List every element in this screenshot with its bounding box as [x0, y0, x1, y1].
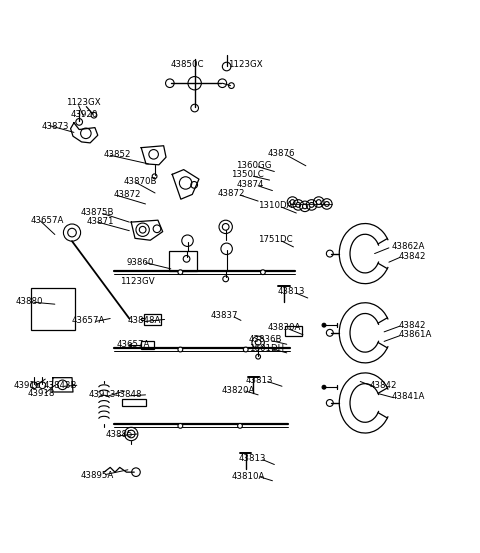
Circle shape	[178, 424, 183, 428]
Text: 1360GG: 1360GG	[236, 161, 272, 170]
Text: 43657A: 43657A	[72, 316, 106, 325]
Text: 1123GX: 1123GX	[66, 98, 100, 107]
Circle shape	[178, 270, 183, 275]
Text: 43836B: 43836B	[249, 335, 282, 344]
Circle shape	[127, 430, 135, 438]
Text: 43820A: 43820A	[222, 385, 255, 395]
Circle shape	[68, 228, 76, 237]
Text: 43862A: 43862A	[392, 242, 425, 252]
Text: 43916: 43916	[13, 381, 41, 390]
Text: 43880: 43880	[16, 297, 43, 306]
Text: 1350LC: 1350LC	[231, 170, 264, 179]
Circle shape	[290, 200, 295, 205]
Text: 43657A: 43657A	[117, 340, 150, 349]
Circle shape	[238, 424, 242, 428]
Circle shape	[261, 270, 265, 275]
Text: 1601DH: 1601DH	[249, 343, 284, 353]
Text: 1751DC: 1751DC	[258, 235, 293, 244]
Bar	[144, 314, 161, 325]
Text: 43850C: 43850C	[171, 60, 204, 69]
Text: 43830A: 43830A	[268, 323, 301, 332]
Text: 43872: 43872	[114, 190, 141, 199]
Text: 1123GX: 1123GX	[228, 60, 263, 69]
Circle shape	[243, 347, 248, 352]
Text: 93860: 93860	[126, 258, 154, 267]
Text: 43837: 43837	[210, 311, 238, 320]
Circle shape	[322, 385, 326, 389]
Text: 43873: 43873	[42, 122, 70, 131]
Text: 43861A: 43861A	[398, 330, 432, 339]
Text: 1123GV: 1123GV	[120, 276, 155, 286]
Text: 43841A: 43841A	[392, 392, 425, 401]
Text: 43872: 43872	[217, 190, 245, 199]
Bar	[285, 326, 302, 336]
Bar	[121, 399, 145, 406]
Bar	[169, 251, 197, 271]
Text: 43842: 43842	[370, 381, 397, 390]
Text: 43813: 43813	[277, 287, 305, 296]
Bar	[141, 341, 154, 349]
Text: 43852: 43852	[104, 150, 132, 159]
Text: 1310DA: 1310DA	[258, 201, 292, 210]
Text: 43876: 43876	[268, 149, 295, 158]
Text: 43843B: 43843B	[43, 381, 77, 390]
Text: 43885: 43885	[106, 430, 133, 440]
Text: 43913: 43913	[88, 390, 116, 399]
Text: 43871: 43871	[86, 217, 114, 226]
Text: 43918: 43918	[28, 389, 55, 398]
Text: 43895A: 43895A	[80, 472, 113, 481]
Text: 43813: 43813	[246, 376, 273, 385]
Circle shape	[296, 202, 300, 207]
Text: 43657A: 43657A	[31, 216, 64, 225]
Text: 43848A: 43848A	[128, 316, 161, 325]
Circle shape	[139, 226, 146, 233]
Circle shape	[316, 200, 321, 205]
Text: 43842: 43842	[398, 252, 426, 261]
Text: 43870B: 43870B	[123, 176, 156, 186]
Circle shape	[178, 347, 183, 352]
Text: 43813: 43813	[239, 455, 266, 463]
Text: 43842: 43842	[398, 321, 426, 330]
Bar	[31, 288, 75, 330]
Circle shape	[222, 223, 229, 230]
Text: 43920: 43920	[71, 109, 98, 119]
Circle shape	[309, 202, 314, 207]
Circle shape	[324, 202, 329, 206]
Text: 43848: 43848	[115, 390, 143, 399]
Text: 43874: 43874	[236, 180, 264, 189]
Circle shape	[255, 340, 261, 345]
Circle shape	[302, 204, 307, 208]
Text: 43875B: 43875B	[80, 207, 114, 217]
Circle shape	[322, 324, 326, 327]
Text: 43810A: 43810A	[231, 472, 265, 482]
